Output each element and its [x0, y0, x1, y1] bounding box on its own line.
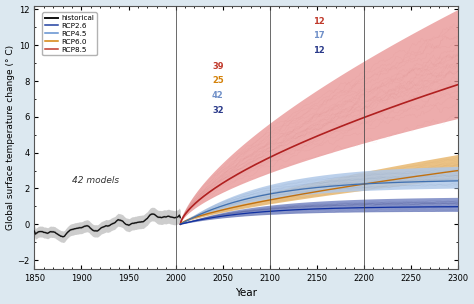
Text: 12: 12	[313, 46, 325, 55]
Text: 32: 32	[212, 105, 224, 115]
X-axis label: Year: Year	[235, 288, 257, 299]
Text: 39: 39	[212, 61, 224, 71]
Text: 42 models: 42 models	[72, 176, 119, 185]
Text: 42: 42	[212, 91, 224, 100]
Text: 25: 25	[212, 76, 224, 85]
Text: 12: 12	[313, 17, 325, 26]
Legend: historical, RCP2.6, RCP4.5, RCP6.0, RCP8.5: historical, RCP2.6, RCP4.5, RCP6.0, RCP8…	[42, 12, 97, 55]
Y-axis label: Global surface temperature change (° C): Global surface temperature change (° C)	[6, 45, 15, 230]
Text: 17: 17	[313, 31, 324, 40]
